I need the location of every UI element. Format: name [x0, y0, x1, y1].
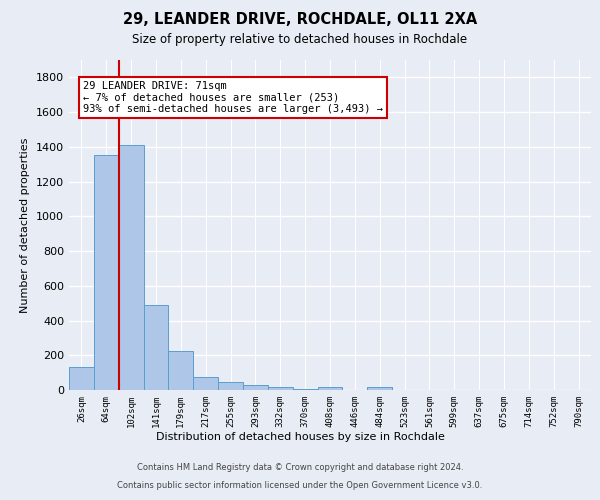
Bar — [143, 305, 169, 390]
Bar — [243, 385, 268, 390]
Text: Contains public sector information licensed under the Open Government Licence v3: Contains public sector information licen… — [118, 481, 482, 490]
Bar — [268, 387, 293, 390]
Bar — [317, 386, 343, 390]
Bar — [119, 145, 143, 390]
Bar — [367, 388, 392, 390]
Text: 29 LEANDER DRIVE: 71sqm
← 7% of detached houses are smaller (253)
93% of semi-de: 29 LEANDER DRIVE: 71sqm ← 7% of detached… — [83, 81, 383, 114]
Text: Size of property relative to detached houses in Rochdale: Size of property relative to detached ho… — [133, 32, 467, 46]
Text: Distribution of detached houses by size in Rochdale: Distribution of detached houses by size … — [155, 432, 445, 442]
Bar — [193, 377, 218, 390]
Bar — [293, 389, 317, 390]
Text: 29, LEANDER DRIVE, ROCHDALE, OL11 2XA: 29, LEANDER DRIVE, ROCHDALE, OL11 2XA — [123, 12, 477, 28]
Y-axis label: Number of detached properties: Number of detached properties — [20, 138, 31, 312]
Bar — [169, 351, 193, 390]
Bar — [94, 154, 119, 390]
Bar — [218, 382, 243, 390]
Bar — [69, 366, 94, 390]
Text: Contains HM Land Registry data © Crown copyright and database right 2024.: Contains HM Land Registry data © Crown c… — [137, 464, 463, 472]
